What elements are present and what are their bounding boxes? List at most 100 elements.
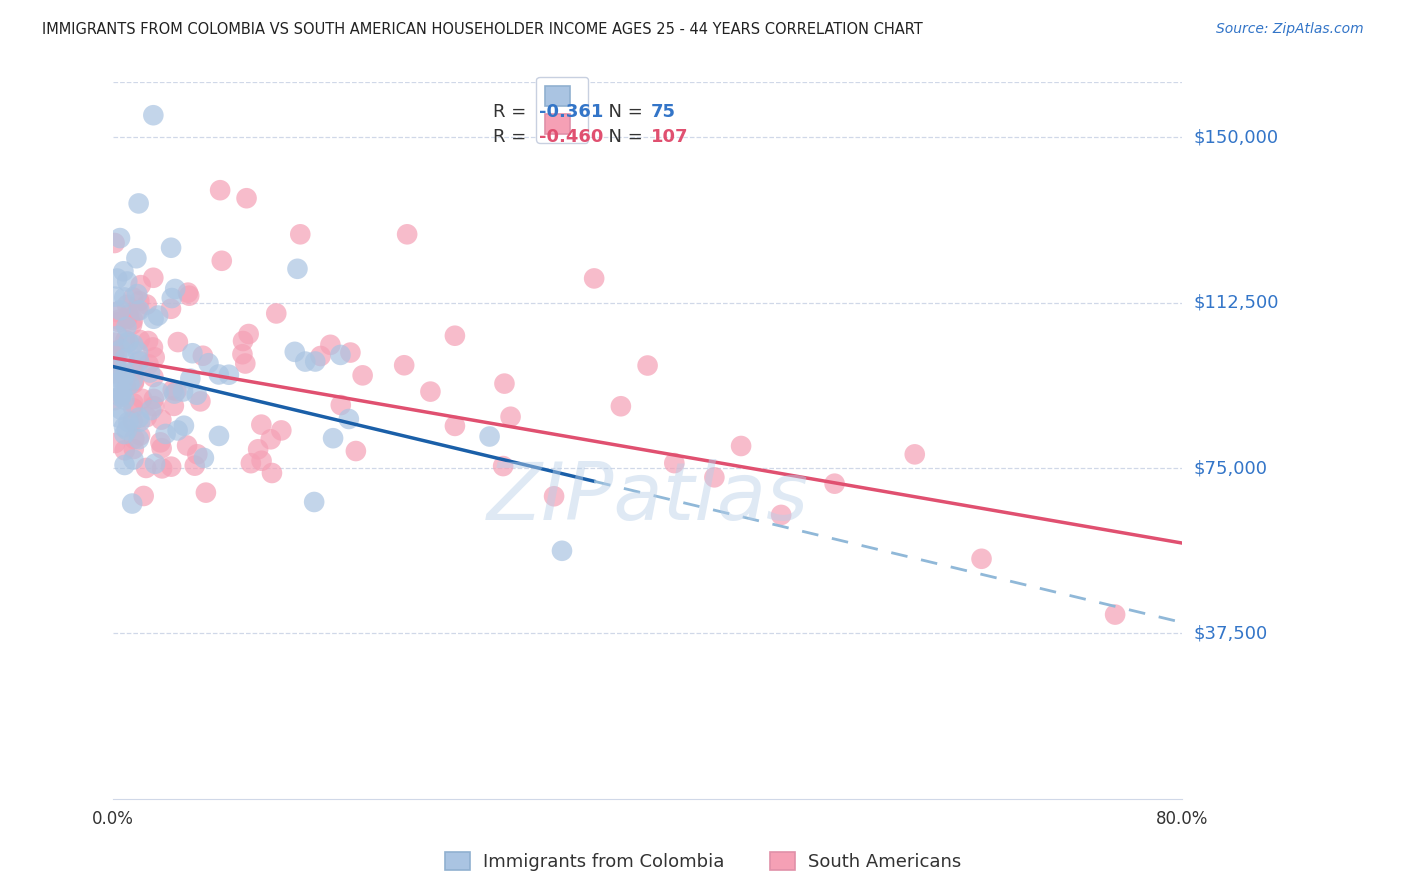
Point	[250, 454, 273, 468]
Point	[111, 385, 134, 400]
Text: R =: R =	[492, 128, 531, 145]
Point	[149, 435, 172, 450]
Point	[122, 291, 145, 305]
Point	[124, 432, 146, 446]
Point	[309, 349, 332, 363]
Point	[294, 354, 316, 368]
Point	[155, 426, 177, 441]
Point	[104, 359, 127, 374]
Point	[128, 354, 150, 368]
Point	[104, 335, 127, 350]
Point	[122, 396, 145, 410]
Point	[136, 334, 159, 348]
Point	[118, 377, 141, 392]
Point	[319, 338, 342, 352]
Point	[118, 308, 141, 322]
Point	[218, 368, 240, 382]
Point	[322, 431, 344, 445]
Point	[551, 543, 574, 558]
Point	[142, 108, 165, 122]
Point	[128, 294, 150, 309]
Point	[329, 398, 352, 412]
Point	[112, 264, 135, 278]
Text: N =: N =	[598, 103, 648, 121]
Point	[352, 368, 374, 383]
Point	[104, 359, 127, 373]
Point	[179, 288, 201, 302]
Point	[104, 235, 127, 250]
Point	[173, 418, 195, 433]
Point	[112, 392, 135, 407]
Point	[114, 458, 136, 472]
Point	[179, 371, 201, 385]
Point	[105, 347, 128, 361]
Point	[104, 351, 127, 365]
Point	[128, 410, 150, 425]
Point	[143, 399, 166, 413]
Point	[111, 387, 134, 401]
Point	[110, 402, 132, 417]
Point	[122, 337, 145, 351]
Point	[396, 227, 419, 242]
Point	[110, 343, 132, 357]
Point	[181, 346, 204, 360]
Point	[104, 393, 127, 408]
Point	[114, 333, 136, 347]
Point	[127, 303, 149, 318]
Point	[392, 358, 415, 372]
Point	[105, 329, 128, 343]
Point	[115, 298, 138, 312]
Point	[129, 428, 152, 442]
Point	[138, 357, 160, 371]
Point	[122, 376, 145, 391]
Point	[117, 335, 139, 350]
Point	[141, 403, 163, 417]
Point	[163, 399, 186, 413]
Point	[135, 461, 157, 475]
Point	[135, 297, 157, 311]
Point	[197, 356, 219, 370]
Point	[287, 261, 309, 276]
Point	[703, 470, 725, 484]
Point	[209, 183, 232, 197]
Point	[260, 466, 283, 480]
Point	[1104, 607, 1126, 622]
Point	[284, 344, 307, 359]
Point	[105, 363, 128, 377]
Point	[128, 432, 150, 446]
Point	[115, 312, 138, 326]
Point	[135, 410, 157, 425]
Point	[419, 384, 441, 399]
Point	[494, 376, 516, 391]
Point	[112, 427, 135, 442]
Point	[160, 291, 183, 305]
Point	[177, 285, 200, 300]
Point	[664, 456, 686, 470]
Legend: Immigrants from Colombia, South Americans: Immigrants from Colombia, South American…	[439, 845, 967, 879]
Point	[115, 319, 138, 334]
Point	[142, 370, 165, 384]
Text: IMMIGRANTS FROM COLOMBIA VS SOUTH AMERICAN HOUSEHOLDER INCOME AGES 25 - 44 YEARS: IMMIGRANTS FROM COLOMBIA VS SOUTH AMERIC…	[42, 22, 922, 37]
Point	[239, 456, 262, 470]
Point	[105, 271, 128, 285]
Point	[128, 196, 150, 211]
Point	[142, 311, 165, 326]
Point	[125, 252, 148, 266]
Text: -0.361: -0.361	[538, 103, 603, 121]
Point	[107, 315, 129, 329]
Text: R =: R =	[492, 103, 531, 121]
Point	[492, 459, 515, 474]
Point	[165, 384, 187, 398]
Point	[233, 357, 256, 371]
Point	[139, 366, 162, 380]
Point	[108, 313, 131, 327]
Point	[121, 372, 143, 386]
Text: $112,500: $112,500	[1194, 293, 1278, 311]
Point	[148, 384, 170, 399]
Text: $75,000: $75,000	[1194, 459, 1267, 477]
Point	[247, 442, 270, 457]
Text: -0.460: -0.460	[538, 128, 603, 145]
Point	[128, 303, 150, 318]
Point	[129, 278, 152, 293]
Point	[105, 305, 128, 319]
